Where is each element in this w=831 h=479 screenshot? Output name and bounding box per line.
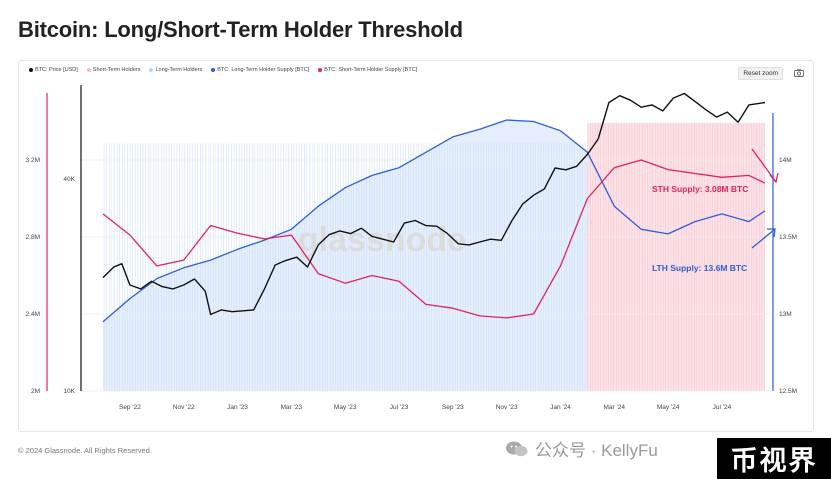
x-tick-label: Jan '23 [227, 404, 248, 411]
chart-card: BTC: Price [USD] Short-Term Holders Long… [18, 60, 814, 432]
y-tick-label-right: 12.5M [779, 388, 797, 395]
x-tick-label: Nov '23 [496, 404, 518, 411]
y-tick-label-right: 13.5M [779, 234, 797, 241]
y-tick-label-outer: 2.8M [26, 234, 40, 241]
x-tick-label: Mar '23 [281, 404, 303, 411]
legend-item-lth-supply[interactable]: BTC: Long-Term Holder Supply [BTC] [211, 67, 309, 73]
y-tick-label-inner: 40K [63, 176, 75, 183]
legend-item-price[interactable]: BTC: Price [USD] [29, 67, 78, 73]
x-tick-label: Jul '23 [390, 404, 409, 411]
sth-arrow-head [769, 172, 779, 184]
camera-icon[interactable] [794, 69, 804, 77]
watermark-text: 公众号 · KellyFu [535, 441, 658, 460]
x-tick-label: Sep '22 [119, 404, 141, 411]
page-title: Bitcoin: Long/Short-Term Holder Threshol… [18, 17, 463, 42]
y-tick-label-outer: 2M [31, 388, 40, 395]
legend-item-sth-region[interactable]: Short-Term Holders [86, 67, 141, 73]
wechat-watermark: 公众号 · KellyFu [505, 436, 658, 461]
wechat-icon [506, 441, 528, 456]
sth-supply-annotation: STH Supply: 3.08M BTC [652, 184, 748, 194]
legend-label: Long-Term Holders [155, 67, 203, 73]
x-tick-label: Sep '23 [442, 404, 464, 411]
legend-label: BTC: Short-Term Holder Supply [BTC] [324, 67, 418, 73]
legend-item-sth-supply[interactable]: BTC: Short-Term Holder Supply [BTC] [318, 67, 417, 73]
lth-region-fill [103, 119, 588, 392]
lth-arrow [751, 228, 776, 249]
legend-label: BTC: Price [USD] [35, 67, 78, 73]
chart-legend: BTC: Price [USD] Short-Term Holders Long… [29, 67, 417, 73]
y-tick-label-inner: 10K [63, 388, 75, 395]
lth-supply-annotation: LTH Supply: 13.6M BTC [652, 263, 747, 273]
x-tick-label: Jan '24 [550, 404, 571, 411]
legend-item-lth-region[interactable]: Long-Term Holders [149, 67, 202, 73]
y-tick-label-outer: 2.4M [26, 311, 40, 318]
copyright-footer: © 2024 Glassnode. All Rights Reserved. [18, 446, 152, 455]
y-tick-label-right: 13M [779, 311, 792, 318]
chart-plot: 2M 2.4M 2.8M 3.2M 10K 40K 12.5M 13M 13.5M 14M Sep … [26, 85, 797, 411]
legend-label: BTC: Long-Term Holder Supply [BTC] [217, 67, 310, 73]
x-tick-label: Nov '22 [173, 404, 195, 411]
y-tick-label-right: 14M [779, 157, 792, 164]
x-tick-label: Jul '24 [713, 404, 732, 411]
y-tick-label-outer: 3.2M [26, 157, 40, 164]
legend-label: Short-Term Holders [92, 67, 141, 73]
x-tick-label: May '24 [657, 404, 680, 411]
x-tick-label: Mar '24 [604, 404, 626, 411]
reset-zoom-button[interactable]: Reset zoom [738, 67, 783, 80]
x-tick-label: May '23 [334, 404, 357, 411]
lth-arrow-head [767, 228, 776, 238]
lth-supply-line [102, 119, 766, 323]
sth-supply-line [102, 159, 766, 319]
brand-badge: 币视界 [717, 438, 831, 479]
price-line [102, 92, 766, 316]
